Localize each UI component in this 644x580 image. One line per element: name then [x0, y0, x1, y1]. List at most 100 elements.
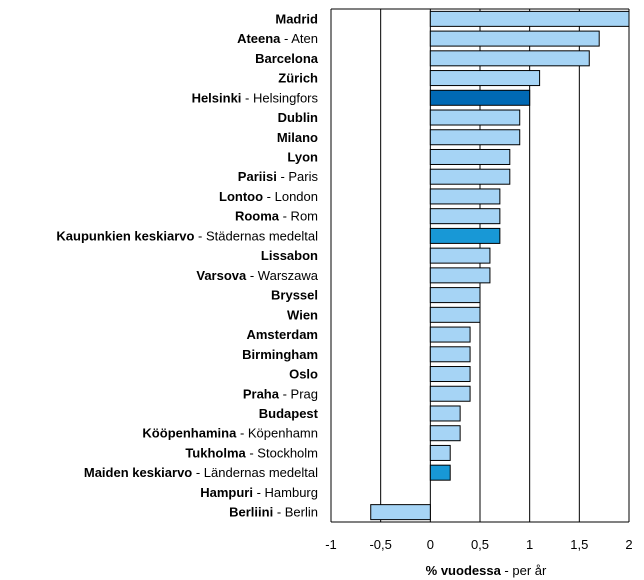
- bar: [429, 50, 590, 67]
- category-label: Kööpenhamina - Köpenhamn: [142, 426, 318, 441]
- category-label: Tukholma - Stockholm: [185, 445, 318, 460]
- bar: [429, 287, 481, 304]
- category-label-bold: Helsinki: [192, 90, 242, 105]
- category-label-bold: Kaupunkien keskiarvo: [56, 228, 194, 243]
- category-label: Ateena - Aten: [237, 31, 318, 46]
- category-label: Birmingham: [242, 347, 318, 362]
- bar: [429, 227, 501, 244]
- category-label-bold: Ateena: [237, 31, 281, 46]
- category-label-bold: Maiden keskiarvo: [84, 465, 192, 480]
- category-label-bold: Lontoo: [219, 189, 263, 204]
- category-label-rest: - Köpenhamn: [236, 426, 318, 441]
- bar: [429, 89, 531, 106]
- category-label-bold: Tukholma: [185, 445, 246, 460]
- category-label: Bryssel: [271, 288, 318, 303]
- bar: [429, 444, 451, 461]
- bar: [429, 247, 491, 264]
- bar: [429, 306, 481, 323]
- category-label: Barcelona: [255, 51, 319, 66]
- category-label: Varsova - Warszawa: [196, 268, 318, 283]
- x-tick-label: 0: [427, 537, 434, 552]
- x-tick-label: -0,5: [369, 537, 391, 552]
- category-label-bold: Zürich: [278, 71, 318, 86]
- bar: [429, 405, 461, 422]
- category-label: Madrid: [275, 11, 318, 26]
- category-label-bold: Madrid: [275, 11, 318, 26]
- category-label-rest: - London: [263, 189, 318, 204]
- category-label-rest: - Hamburg: [253, 485, 318, 500]
- category-label-bold: Amsterdam: [246, 327, 318, 342]
- bar: [429, 385, 471, 402]
- category-label-bold: Barcelona: [255, 51, 319, 66]
- category-label-bold: Lyon: [287, 149, 318, 164]
- category-label-rest: - Aten: [280, 31, 318, 46]
- category-label-bold: Birmingham: [242, 347, 318, 362]
- category-label-rest: - Helsingfors: [241, 90, 318, 105]
- category-label-bold: Bryssel: [271, 288, 318, 303]
- category-label: Lontoo - London: [219, 189, 318, 204]
- category-label-bold: Hampuri: [200, 485, 253, 500]
- category-label-rest: - Rom: [279, 209, 318, 224]
- category-label: Praha - Prag: [243, 386, 318, 401]
- bar: [429, 129, 521, 146]
- category-label-bold: Berliini: [229, 505, 273, 520]
- category-label-rest: - Warszawa: [246, 268, 319, 283]
- category-label-rest: - Prag: [279, 386, 318, 401]
- category-label: Amsterdam: [246, 327, 318, 342]
- x-axis-label-bold: % vuodessa: [426, 563, 502, 578]
- bar: [429, 188, 501, 205]
- category-label-bold: Lissabon: [261, 248, 318, 263]
- category-label: Zürich: [278, 71, 318, 86]
- bar: [429, 109, 521, 126]
- category-label: Wien: [287, 307, 318, 322]
- category-labels: Madrid Ateena - Aten Barcelona Zürich Helsin…: [56, 11, 318, 519]
- bar: [429, 208, 501, 225]
- category-label-rest: - Paris: [277, 169, 319, 184]
- category-label: Berliini - Berlin: [229, 505, 318, 520]
- bar: [429, 366, 471, 383]
- bar: [429, 148, 511, 165]
- category-label-rest: - Ländernas medeltal: [192, 465, 318, 480]
- category-label: Helsinki - Helsingfors: [192, 90, 319, 105]
- bar: [429, 425, 461, 442]
- category-label-bold: Milano: [277, 130, 318, 145]
- bar: [429, 30, 600, 47]
- category-label-bold: Budapest: [259, 406, 319, 421]
- bar: [429, 10, 630, 27]
- category-label: Oslo: [289, 367, 318, 382]
- x-tick-label: 2: [625, 537, 632, 552]
- category-label-bold: Pariisi: [238, 169, 277, 184]
- category-label-bold: Wien: [287, 307, 318, 322]
- category-label-bold: Rooma: [235, 209, 280, 224]
- x-axis-label-rest: - per år: [501, 563, 547, 578]
- category-label-bold: Oslo: [289, 367, 318, 382]
- x-tick-label: 1: [526, 537, 533, 552]
- category-label-rest: - Berlin: [273, 505, 318, 520]
- category-label: Budapest: [259, 406, 319, 421]
- category-label-bold: Kööpenhamina: [142, 426, 237, 441]
- category-label-bold: Dublin: [278, 110, 318, 125]
- x-tick-label: -1: [325, 537, 337, 552]
- category-label: Kaupunkien keskiarvo - Städernas medelta…: [56, 228, 318, 243]
- bar: [429, 168, 511, 185]
- bar: [370, 504, 431, 521]
- category-label: Maiden keskiarvo - Ländernas medeltal: [84, 465, 318, 480]
- category-label: Lissabon: [261, 248, 318, 263]
- bar: [429, 464, 451, 481]
- x-tick-labels: -1 -0,5 0 0,5 1 1,5 2: [325, 537, 632, 552]
- bar: [429, 326, 471, 343]
- category-label: Hampuri - Hamburg: [200, 485, 318, 500]
- bar: [429, 267, 491, 284]
- x-axis-label: % vuodessa - per år: [426, 563, 547, 578]
- bars: [370, 10, 630, 521]
- category-label: Pariisi - Paris: [238, 169, 319, 184]
- x-tick-label: 0,5: [471, 537, 489, 552]
- category-label-bold: Varsova: [196, 268, 247, 283]
- category-label: Rooma - Rom: [235, 209, 318, 224]
- bar: [429, 346, 471, 363]
- bar: [429, 70, 541, 87]
- category-label-rest: - Städernas medeltal: [194, 228, 318, 243]
- category-label-rest: - Stockholm: [246, 445, 318, 460]
- category-label: Lyon: [287, 149, 318, 164]
